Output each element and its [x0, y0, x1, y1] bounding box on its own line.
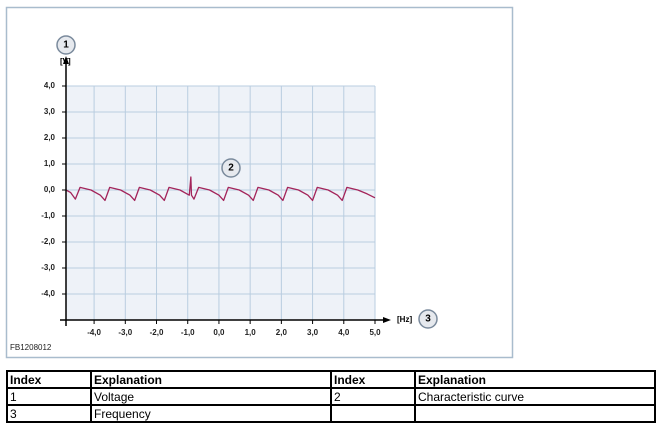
callout-text: 3 [425, 314, 431, 325]
y-tick-label: -2,0 [41, 237, 55, 246]
table-row: 3 Frequency [6, 404, 656, 423]
figure: [V] [Hz] 1 2 3 FB1208012 4,0 3,0 2,0 1,0 0,0… [5, 6, 514, 359]
callout: 1 [56, 35, 76, 55]
x-axis-label: [Hz] [397, 315, 412, 324]
y-tick-label: -4,0 [41, 289, 55, 298]
x-tick-label: 4,0 [338, 328, 350, 337]
y-tick-label: 3,0 [44, 107, 56, 116]
y-tick-label: 2,0 [44, 133, 56, 142]
cell: Frequency [90, 404, 332, 423]
header-cell: Index [330, 370, 416, 389]
cell: 3 [6, 404, 92, 423]
y-axis-arrow [63, 56, 69, 64]
figure-id: FB1208012 [10, 343, 52, 352]
x-tick-label: 3,0 [307, 328, 319, 337]
empty-cell [330, 404, 416, 423]
empty-cell [414, 404, 656, 423]
callout-text: 1 [63, 40, 69, 51]
x-tick-label: 5,0 [369, 328, 381, 337]
cell: Characteristic curve [414, 387, 656, 406]
x-axis-arrow [383, 317, 391, 323]
x-tick-label: -3,0 [118, 328, 132, 337]
header-cell: Explanation [414, 370, 656, 389]
y-tick-label: 0,0 [44, 185, 56, 194]
x-tick-label: 0,0 [213, 328, 225, 337]
cell: 2 [330, 387, 416, 406]
header-cell: Index [6, 370, 92, 389]
header-cell: Explanation [90, 370, 332, 389]
legend-table: Index Explanation Index Explanation 1 Vo… [6, 370, 656, 423]
x-tick-label: -2,0 [150, 328, 164, 337]
x-tick-label: 1,0 [245, 328, 257, 337]
callout-circle [221, 158, 241, 178]
y-tick-label: 4,0 [44, 81, 56, 90]
x-tick-label: 2,0 [276, 328, 288, 337]
callout-text: 2 [228, 163, 234, 174]
curve-line [65, 176, 376, 202]
x-tick-label: -4,0 [87, 328, 101, 337]
y-tick-label: -1,0 [41, 211, 55, 220]
y-tick-label: -3,0 [41, 263, 55, 272]
callout: 3 [418, 309, 438, 329]
callout: 2 [221, 158, 241, 178]
table-header: Index Explanation Index Explanation [6, 370, 656, 389]
callout-circle [56, 35, 76, 55]
grid [66, 85, 376, 320]
callout-circle [418, 309, 438, 329]
x-tick-label: -1,0 [181, 328, 195, 337]
curve-layer [65, 176, 376, 202]
y-axis-label: [V] [60, 57, 71, 66]
plot-area [66, 86, 375, 320]
cell: 1 [6, 387, 92, 406]
table-row: 1 Voltage 2 Characteristic curve [6, 387, 656, 406]
cell: Voltage [90, 387, 332, 406]
y-tick-label: 1,0 [44, 159, 56, 168]
